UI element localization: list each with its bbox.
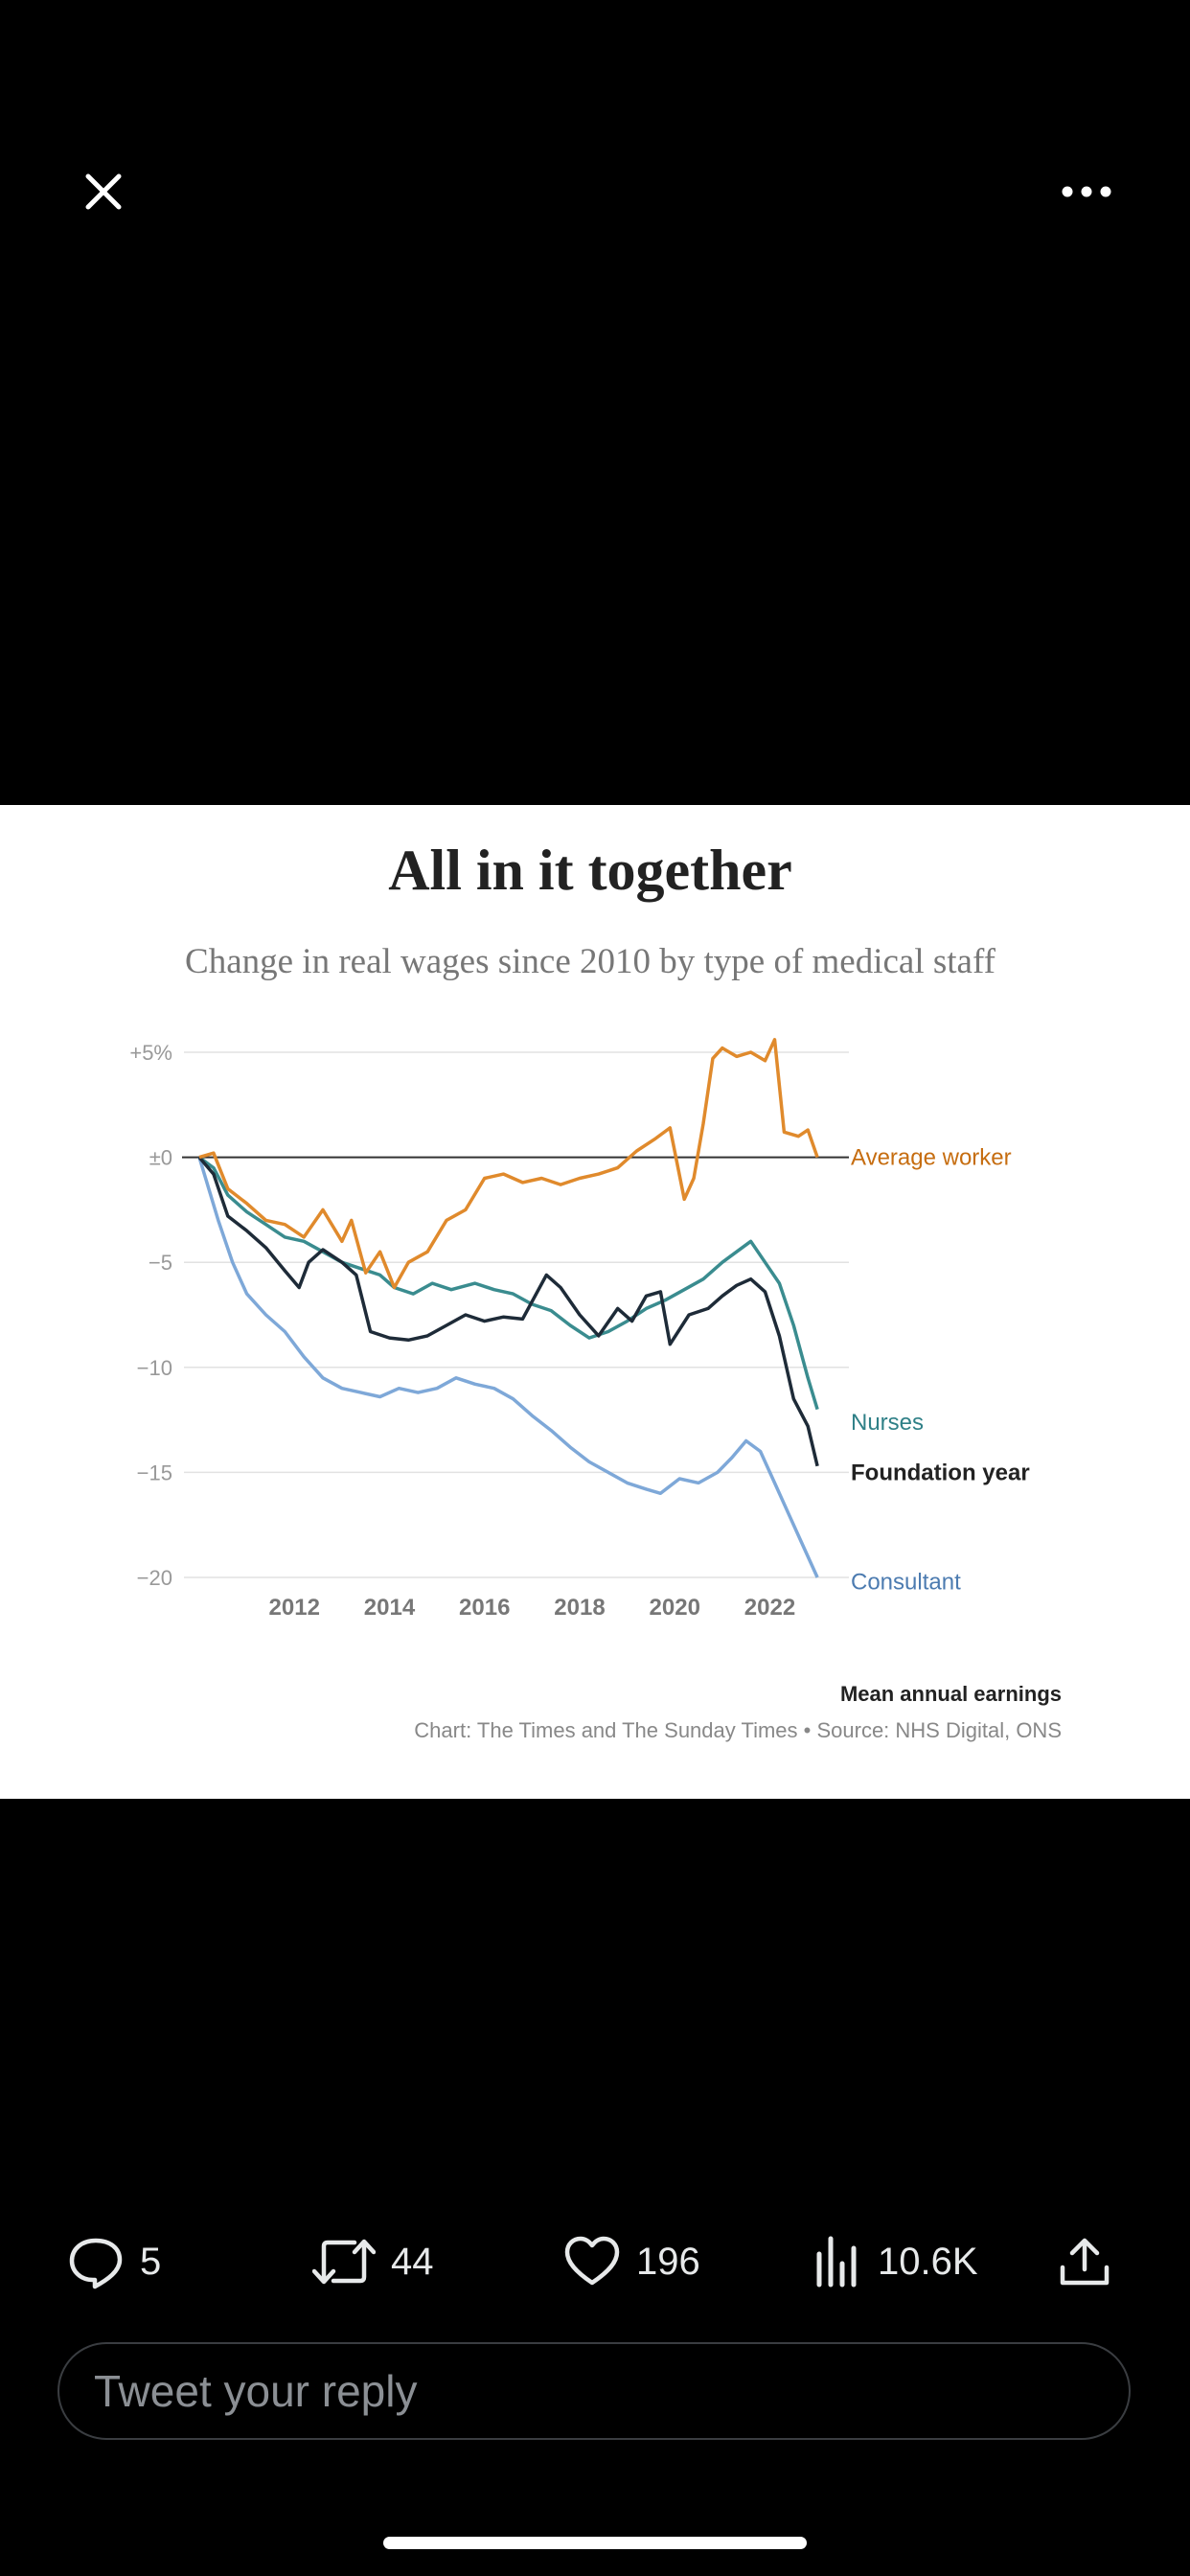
y-tick-label: −10 <box>137 1356 172 1380</box>
series-label-average-worker: Average worker <box>851 1145 1012 1171</box>
reply-count: 5 <box>140 2240 162 2283</box>
reply-composer[interactable] <box>57 2342 1131 2440</box>
y-tick-label: −15 <box>137 1460 172 1484</box>
series-label-consultant: Consultant <box>851 1569 961 1595</box>
views-button[interactable]: 10.6K <box>814 2223 978 2300</box>
x-tick-label: 2014 <box>364 1595 416 1621</box>
series-line-foundation-year <box>197 1156 819 1467</box>
close-icon <box>85 173 122 210</box>
y-tick-label: −20 <box>137 1566 172 1590</box>
tweet-action-bar: 5 44 196 10.6K <box>0 2223 1190 2300</box>
x-tick-label: 2012 <box>269 1595 320 1621</box>
reply-button[interactable]: 5 <box>67 2223 161 2300</box>
retweet-button[interactable]: 44 <box>312 2223 434 2300</box>
reply-input[interactable] <box>92 2364 1129 2418</box>
analytics-bar-icon <box>816 2236 857 2288</box>
chart-subtitle: Change in real wages since 2010 by type … <box>185 942 996 981</box>
series-line-nurses <box>197 1156 819 1411</box>
x-tick-label: 2020 <box>650 1595 700 1621</box>
more-horizontal-icon <box>1062 186 1111 197</box>
reply-icon <box>69 2238 123 2289</box>
chart-footnote: Mean annual earnings <box>840 1682 1062 1706</box>
share-button[interactable] <box>1058 2223 1111 2300</box>
share-icon <box>1060 2238 1110 2286</box>
heart-icon <box>564 2236 620 2286</box>
series-label-foundation-year: Foundation year <box>851 1460 1030 1485</box>
x-tick-label: 2016 <box>459 1595 510 1621</box>
more-options-button[interactable] <box>1052 157 1121 226</box>
series-line-average-worker <box>198 1038 819 1290</box>
chart-title: All in it together <box>388 839 792 902</box>
x-tick-label: 2018 <box>554 1595 605 1621</box>
chart-credit: Chart: The Times and The Sunday Times • … <box>414 1718 1062 1742</box>
x-tick-label: 2022 <box>744 1595 795 1621</box>
retweet-icon <box>312 2239 376 2285</box>
chart: All in it together Change in real wages … <box>129 839 1062 1742</box>
y-tick-label: ±0 <box>149 1146 172 1170</box>
y-tick-label: −5 <box>149 1251 172 1275</box>
y-tick-label: +5% <box>129 1041 172 1065</box>
series-label-nurses: Nurses <box>851 1410 924 1436</box>
series-line-consultant <box>197 1157 819 1578</box>
close-button[interactable] <box>69 157 138 226</box>
like-count: 196 <box>636 2240 700 2283</box>
views-count: 10.6K <box>878 2240 978 2283</box>
retweet-count: 44 <box>391 2240 434 2283</box>
like-button[interactable]: 196 <box>563 2223 700 2300</box>
tweet-media-image[interactable]: All in it together Change in real wages … <box>0 805 1190 1799</box>
home-indicator <box>383 2537 807 2549</box>
